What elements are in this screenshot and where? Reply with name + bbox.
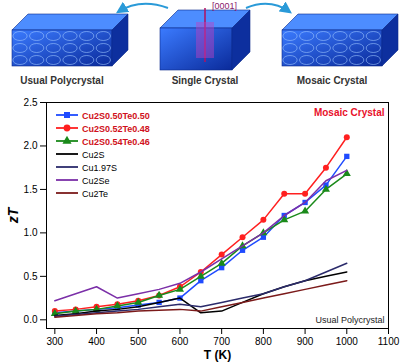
svg-text:0.5: 0.5	[24, 271, 38, 282]
svg-text:[0001]: [0001]	[212, 1, 237, 11]
svg-text:1.0: 1.0	[24, 227, 38, 238]
svg-text:Mosaic Crystal: Mosaic Crystal	[314, 107, 385, 118]
svg-text:1000: 1000	[336, 336, 359, 347]
svg-text:Cu2Se: Cu2Se	[82, 176, 110, 186]
svg-text:Cu2S0.50Te0.50: Cu2S0.50Te0.50	[82, 111, 150, 121]
svg-text:700: 700	[213, 336, 230, 347]
svg-text:2.0: 2.0	[24, 140, 38, 151]
svg-text:Cu2S0.52Te0.48: Cu2S0.52Te0.48	[82, 124, 150, 134]
svg-text:1.5: 1.5	[24, 184, 38, 195]
svg-text:Single Crystal: Single Crystal	[172, 75, 239, 86]
svg-text:Usual Polycrystal: Usual Polycrystal	[315, 315, 384, 325]
svg-text:800: 800	[255, 336, 272, 347]
svg-text:1100: 1100	[378, 336, 400, 347]
svg-text:500: 500	[130, 336, 147, 347]
svg-text:300: 300	[46, 336, 63, 347]
svg-text:zT: zT	[5, 206, 21, 224]
svg-text:2.5: 2.5	[24, 97, 38, 108]
svg-text:400: 400	[88, 336, 105, 347]
svg-text:900: 900	[297, 336, 314, 347]
svg-text:Cu2S0.54Te0.46: Cu2S0.54Te0.46	[82, 137, 150, 147]
svg-text:Cu1.97S: Cu1.97S	[82, 163, 117, 173]
svg-text:Cu2S: Cu2S	[82, 150, 105, 160]
svg-text:0.0: 0.0	[24, 314, 38, 325]
svg-text:600: 600	[172, 336, 189, 347]
svg-text:Mosaic Crystal: Mosaic Crystal	[297, 75, 368, 86]
svg-text:T (K): T (K)	[204, 348, 231, 362]
svg-text:Usual Polycrystal: Usual Polycrystal	[20, 75, 104, 86]
svg-text:Cu2Te: Cu2Te	[82, 189, 108, 199]
